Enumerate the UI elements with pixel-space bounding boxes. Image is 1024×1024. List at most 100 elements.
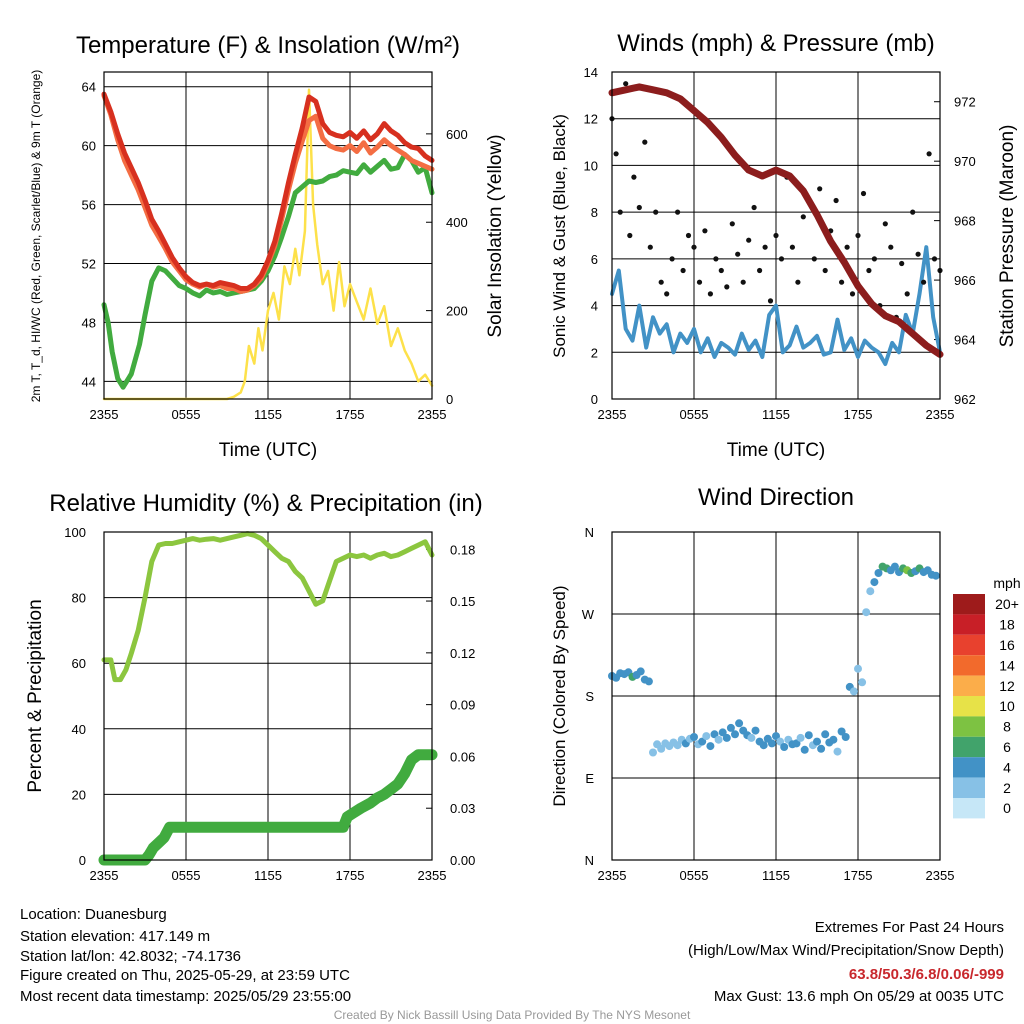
plot-frame-humidity — [103, 531, 433, 861]
y-right-tick-label: 970 — [954, 154, 976, 169]
gust-point — [915, 251, 921, 257]
insolation-line — [102, 88, 434, 401]
gust-point — [751, 204, 757, 211]
x-tick-label: 0555 — [172, 868, 201, 883]
colorbar-label: 10 — [999, 698, 1015, 714]
gust-point — [757, 267, 763, 274]
gust-point — [702, 228, 708, 234]
chart-title: Wind Direction — [698, 484, 854, 511]
chart-title: Winds (mph) & Pressure (mb) — [617, 30, 934, 57]
y-right-tick-label: 966 — [954, 273, 976, 288]
gust-point — [789, 244, 796, 250]
max-gust-text: Max Gust: 13.6 mph On 05/29 at 0035 UTC — [713, 988, 1004, 1005]
direction-point — [813, 737, 821, 746]
latlon-text: Station lat/lon: 42.8032; -74.1736 — [20, 948, 242, 965]
direction-point — [874, 569, 883, 577]
direction-point — [772, 732, 780, 741]
colorbar-label: 2 — [1003, 780, 1011, 796]
y-tick-label: 60 — [72, 656, 86, 671]
x-tick-label: 2355 — [926, 868, 955, 883]
y-tick-label: 56 — [82, 198, 96, 213]
gust-point — [713, 256, 719, 262]
y-tick-label: 4 — [591, 299, 598, 314]
x-tick-label: 1155 — [254, 407, 282, 422]
colorbar-swatch — [953, 716, 985, 737]
chart-title: Relative Humidity (%) & Precipitation (i… — [49, 490, 482, 517]
colorbar-label: 6 — [1003, 739, 1011, 755]
x-tick-label: 2355 — [418, 407, 447, 422]
created-text: Figure created on Thu, 2025-05-29, at 23… — [20, 967, 350, 984]
y-tick-label: 52 — [82, 256, 96, 271]
gust-point — [860, 190, 867, 197]
y-tick-label: 64 — [82, 80, 96, 95]
direction-point — [792, 739, 801, 748]
extremes-subtitle: (High/Low/Max Wind/Precipitation/Snow De… — [688, 942, 1004, 959]
gust-point — [685, 232, 692, 239]
recent-data-text: Most recent data timestamp: 2025/05/29 2… — [20, 988, 352, 1005]
gust-point — [833, 197, 839, 204]
gust-point — [653, 209, 659, 215]
gust-point — [696, 279, 703, 285]
direction-point — [767, 739, 776, 748]
gust-point — [882, 221, 888, 227]
colorbar-swatch — [953, 594, 985, 615]
direction-point — [804, 731, 813, 740]
y-tick-label: 6 — [591, 252, 598, 267]
x-tick-label: 2355 — [598, 868, 627, 883]
gust-point — [817, 186, 823, 192]
y-axis-label: Sonic Wind & Gust (Blue, Black) — [550, 114, 569, 358]
direction-point — [866, 587, 875, 596]
location-text: Location: Duanesburg — [20, 906, 167, 923]
extremes-title: Extremes For Past 24 Hours — [814, 919, 1004, 936]
y-right-tick-label: 0.12 — [450, 646, 475, 661]
colorbar-swatch — [953, 675, 985, 696]
direction-point — [833, 747, 842, 756]
direction-point — [849, 687, 858, 696]
gust-point — [642, 139, 648, 145]
direction-point — [649, 748, 657, 757]
gust-point — [664, 291, 670, 297]
x-tick-label: 0555 — [680, 407, 709, 422]
direction-point — [759, 741, 768, 750]
direction-point — [747, 733, 756, 742]
y-right-tick-label: 964 — [954, 333, 976, 348]
direction-point — [870, 578, 879, 587]
precipitation-line — [98, 749, 438, 866]
direction-point — [841, 733, 850, 741]
y-axis-label: 2m T, T_d, HI/WC (Red, Green, Scarlet/Bl… — [29, 70, 43, 403]
temp-2m-line — [101, 91, 435, 291]
y-tick-label: 40 — [72, 722, 86, 737]
colorbar-swatch — [953, 696, 985, 717]
plot-frame-direction — [611, 531, 941, 861]
gust-point — [631, 174, 637, 180]
gust-point — [735, 251, 741, 257]
gust-point — [658, 279, 664, 285]
gust-point — [729, 221, 735, 227]
x-tick-label: 1155 — [762, 407, 790, 422]
direction-point — [726, 723, 735, 732]
y-right-tick-label: 400 — [446, 215, 468, 230]
y-right-tick-label: 972 — [954, 95, 976, 110]
x-tick-label: 2355 — [926, 407, 955, 422]
direction-point — [931, 571, 940, 580]
gust-point — [746, 237, 752, 243]
direction-point — [714, 735, 723, 744]
gust-point — [899, 260, 905, 267]
x-axis-label: Time (UTC) — [219, 440, 318, 461]
y-tick-label: 10 — [584, 158, 598, 173]
x-tick-label: 1155 — [762, 868, 790, 883]
gust-point — [675, 209, 681, 215]
gust-point — [773, 232, 779, 239]
colorbar-swatch — [953, 798, 985, 819]
x-tick-label: 2355 — [418, 868, 447, 883]
y-right-tick-label: 0.18 — [450, 542, 475, 557]
direction-point — [636, 667, 645, 676]
gust-point — [718, 267, 724, 274]
direction-point — [706, 742, 715, 751]
colorbar-label: 0 — [1003, 800, 1011, 816]
y-tick-label: 44 — [82, 374, 96, 389]
direction-point — [854, 664, 862, 673]
x-tick-label: 1155 — [254, 868, 282, 883]
direction-point — [690, 733, 698, 741]
